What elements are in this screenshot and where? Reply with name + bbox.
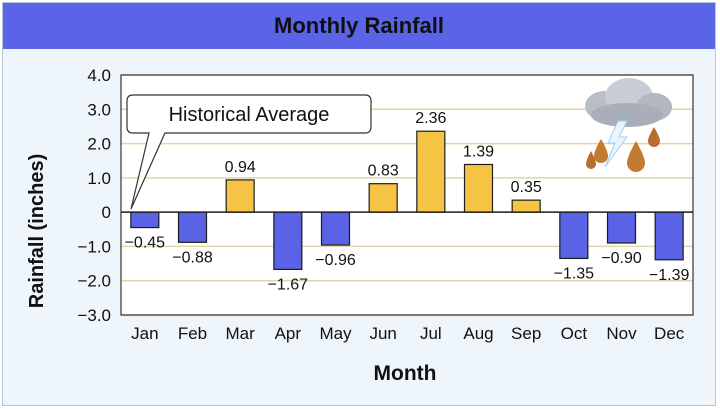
x-tick-label: Feb [178, 324, 207, 343]
historical-average-callout: Historical Average [126, 94, 372, 210]
data-label: 0.35 [511, 179, 542, 196]
data-label: −0.90 [601, 250, 642, 267]
x-tick-label: Jul [420, 324, 442, 343]
bar-may [320, 211, 351, 246]
bar-mar [225, 179, 255, 213]
data-label: −1.35 [554, 265, 595, 282]
bar-sep [511, 199, 541, 213]
x-tick-label: Aug [463, 324, 493, 343]
bar-dec [654, 211, 684, 261]
data-label: 0.94 [225, 159, 256, 176]
data-label: −0.88 [172, 249, 213, 266]
x-tick-label: Dec [654, 324, 685, 343]
rain-cloud-icon [585, 78, 672, 172]
x-tick-label: May [319, 324, 352, 343]
data-label: −1.39 [649, 267, 690, 284]
x-tick-label: Apr [275, 324, 302, 343]
chart-title-bar: Monthly Rainfall [3, 3, 715, 49]
y-tick-label: −1.0 [77, 237, 111, 256]
data-label: 2.36 [415, 110, 446, 127]
data-label: 1.39 [463, 143, 494, 160]
y-tick-label: 4.0 [87, 66, 111, 85]
y-tick-label: −2.0 [77, 272, 111, 291]
x-axis-label: Month [374, 362, 437, 385]
bar-jan [130, 211, 160, 229]
x-tick-label: Jun [369, 324, 396, 343]
chart-frame: Monthly Rainfall 4.0 3.0 2.0 1.0 0 −1.0 −2.0 −3… [2, 2, 716, 406]
data-label: 0.83 [368, 163, 399, 180]
data-label: −1.67 [268, 276, 309, 293]
bar-aug [463, 163, 494, 213]
y-tick-label: −3.0 [77, 306, 111, 325]
y-axis-label: Rainfall (inches) [26, 154, 48, 308]
x-tick-label: Nov [606, 324, 637, 343]
y-tick-label: 2.0 [87, 135, 111, 154]
plot-border [120, 74, 694, 316]
data-label: −0.45 [125, 235, 166, 252]
bar-nov [606, 211, 637, 244]
bar-feb [177, 211, 208, 243]
x-tick-label: Jan [131, 324, 158, 343]
x-tick-label: Oct [561, 324, 588, 343]
bar-jul [416, 130, 446, 213]
x-tick-label: Sep [511, 324, 541, 343]
chart-title: Monthly Rainfall [274, 13, 444, 38]
bar-oct [559, 211, 589, 260]
y-tick-label: 0 [102, 203, 111, 222]
chart-svg: 4.0 3.0 2.0 1.0 0 −1.0 −2.0 −3.0 −0.45 Jan −0.88 Fe… [26, 66, 694, 385]
callout-bubble [126, 94, 372, 210]
y-tick-label: 3.0 [87, 100, 111, 119]
y-tick-label: 1.0 [87, 169, 111, 188]
data-label: −0.96 [315, 252, 356, 269]
callout-text: Historical Average [169, 104, 330, 126]
x-tick-label: Mar [226, 324, 256, 343]
bar-apr [273, 211, 303, 270]
bar-jun [368, 183, 398, 213]
